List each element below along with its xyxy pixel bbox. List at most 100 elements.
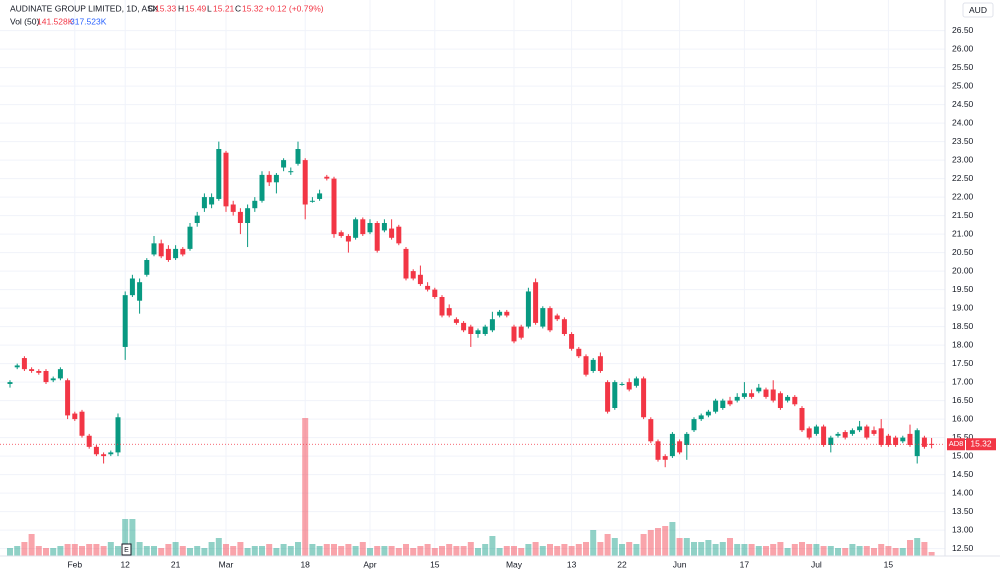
candle-body bbox=[72, 413, 78, 420]
volume-bar bbox=[374, 546, 381, 556]
volume-bar bbox=[352, 546, 359, 556]
volume-bar bbox=[122, 519, 129, 556]
volume-bar bbox=[295, 542, 301, 556]
volume-bar bbox=[511, 546, 517, 556]
volume-bar bbox=[179, 546, 186, 556]
volume-bar bbox=[597, 542, 604, 556]
candle-body bbox=[857, 426, 863, 431]
candle-body bbox=[835, 433, 841, 436]
currency-button[interactable] bbox=[962, 2, 994, 18]
volume-bar bbox=[43, 548, 49, 556]
volume-bar bbox=[172, 542, 179, 556]
y-tick-label: 15.00 bbox=[952, 450, 974, 460]
x-tick-label: 15 bbox=[884, 559, 894, 569]
y-tick-label: 21.50 bbox=[952, 210, 974, 220]
candle-body bbox=[864, 426, 870, 438]
volume-bar bbox=[748, 544, 755, 556]
candle-body bbox=[511, 326, 517, 342]
volume-bar bbox=[683, 538, 690, 556]
candle-body bbox=[410, 271, 416, 279]
volume-bar bbox=[827, 546, 834, 556]
y-tick-label: 16.00 bbox=[952, 413, 974, 423]
candle-body bbox=[806, 428, 812, 438]
x-tick-label: May bbox=[506, 559, 523, 569]
candle-body bbox=[288, 171, 294, 173]
volume-bar bbox=[453, 546, 460, 556]
candle-body bbox=[749, 393, 755, 397]
volume-bar bbox=[251, 546, 258, 556]
volume-bar bbox=[244, 548, 251, 556]
volume-bar bbox=[871, 548, 877, 556]
volume-bar bbox=[395, 548, 402, 556]
candle-body bbox=[273, 174, 279, 183]
volume-bar bbox=[338, 546, 345, 556]
candle-body bbox=[245, 208, 251, 223]
volume-bar bbox=[568, 546, 575, 556]
candle-body bbox=[828, 437, 834, 445]
volume-bar bbox=[410, 548, 417, 556]
volume-bar bbox=[885, 546, 892, 556]
volume-bar bbox=[86, 544, 93, 556]
y-tick-label: 23.00 bbox=[952, 154, 974, 164]
symbol-tag-label: AD8 bbox=[949, 439, 964, 448]
candle-body bbox=[230, 204, 236, 212]
candle-body bbox=[655, 441, 661, 460]
y-tick-label: 16.50 bbox=[952, 395, 974, 405]
candle-body bbox=[158, 243, 164, 257]
candle-body bbox=[727, 400, 733, 405]
currency-label[interactable]: AUD bbox=[969, 5, 987, 15]
candle-body bbox=[770, 389, 776, 401]
volume-bar bbox=[547, 544, 553, 556]
y-tick-label: 13.50 bbox=[952, 506, 974, 516]
volume-bar bbox=[475, 548, 481, 556]
candle-body bbox=[489, 319, 495, 331]
volume-bar bbox=[208, 542, 215, 556]
candle-body bbox=[576, 348, 582, 357]
volume-bar bbox=[755, 546, 762, 556]
volume-bar bbox=[727, 538, 733, 556]
last-price-tag bbox=[966, 438, 996, 451]
volume-bar bbox=[892, 548, 899, 556]
candle-body bbox=[583, 356, 589, 375]
volume-bar bbox=[467, 542, 474, 556]
candle-body bbox=[525, 291, 531, 327]
y-tick-label: 14.50 bbox=[952, 469, 974, 479]
earnings-marker-label[interactable]: E bbox=[124, 547, 129, 554]
candle-body bbox=[482, 326, 488, 334]
y-tick-label: 25.00 bbox=[952, 80, 974, 90]
candle-body bbox=[756, 387, 762, 392]
volume-bar bbox=[158, 548, 165, 556]
candle-body bbox=[713, 400, 719, 412]
candle-body bbox=[151, 243, 157, 255]
candle-body bbox=[209, 197, 215, 205]
candle-body bbox=[165, 248, 171, 260]
y-tick-label: 22.50 bbox=[952, 173, 974, 183]
volume-bar bbox=[878, 544, 885, 556]
candle-body bbox=[425, 285, 431, 290]
candle-body bbox=[338, 232, 344, 236]
x-tick-label: 15 bbox=[430, 559, 440, 569]
high-value: 15.49 bbox=[185, 3, 207, 13]
volume-bar bbox=[424, 544, 431, 556]
candle-body bbox=[122, 295, 128, 347]
volume-bar bbox=[928, 552, 935, 556]
x-tick-label: 18 bbox=[300, 559, 310, 569]
candle-body bbox=[698, 415, 704, 420]
volume-bar bbox=[50, 548, 57, 556]
y-tick-label: 20.00 bbox=[952, 265, 974, 275]
candle-body bbox=[201, 197, 207, 209]
y-tick-label: 24.50 bbox=[952, 99, 974, 109]
volume-bar bbox=[165, 544, 172, 556]
volume-bar bbox=[100, 546, 107, 556]
candle-body bbox=[871, 430, 877, 434]
volume-bar bbox=[79, 546, 85, 556]
candle-body bbox=[475, 330, 481, 334]
volume-bar bbox=[575, 544, 582, 556]
volume-bar bbox=[842, 548, 849, 556]
volume-bar bbox=[604, 534, 611, 556]
volume-bar bbox=[691, 542, 697, 556]
earnings-marker[interactable] bbox=[121, 543, 132, 556]
volume-bar bbox=[669, 522, 676, 556]
candle-body bbox=[677, 441, 683, 453]
